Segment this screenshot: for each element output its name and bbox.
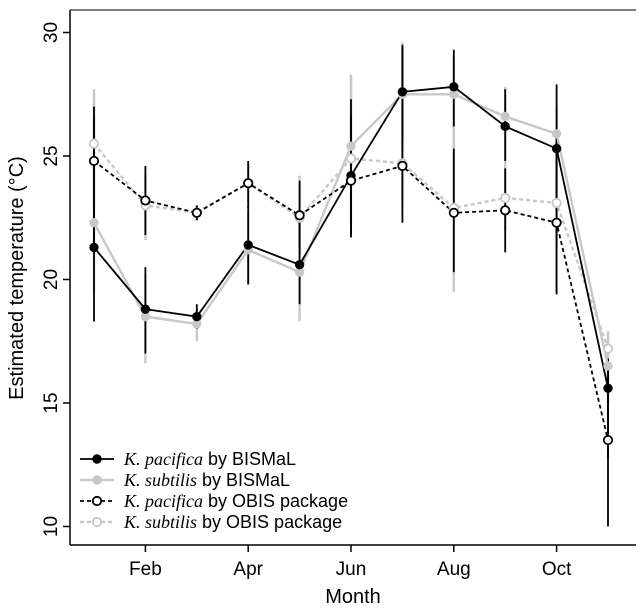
x-tick-label: Feb bbox=[129, 559, 162, 580]
legend-species-name: K. pacifica bbox=[123, 449, 203, 469]
y-tick-label: 30 bbox=[41, 22, 62, 43]
data-point bbox=[243, 178, 254, 189]
series-markers bbox=[88, 82, 614, 446]
axes: 10 15 20 25 30 Feb Apr Jun Aug Oct Month Estimated … bbox=[6, 9, 636, 608]
data-point bbox=[294, 210, 305, 221]
legend-label: K. subtilis by OBIS package bbox=[123, 512, 342, 532]
data-point bbox=[89, 242, 99, 253]
x-tick-label: Apr bbox=[233, 559, 263, 580]
data-point bbox=[140, 304, 151, 314]
legend-label: K. pacifica by OBIS package bbox=[123, 491, 348, 511]
data-point bbox=[397, 87, 408, 97]
data-point bbox=[345, 175, 357, 186]
legend-marker bbox=[92, 454, 102, 464]
data-point bbox=[88, 138, 100, 149]
legend-species-name: K. pacifica bbox=[123, 491, 203, 511]
legend-label: K. pacifica by BISMaL bbox=[123, 449, 296, 469]
y-tick-label: 25 bbox=[41, 145, 62, 166]
legend-species-name: K. subtilis bbox=[123, 512, 197, 532]
data-point bbox=[294, 259, 305, 270]
legend-label: K. subtilis by BISMaL bbox=[123, 470, 290, 490]
data-point bbox=[603, 361, 613, 371]
legend-marker bbox=[92, 475, 102, 485]
legend-source-name: by BISMaL bbox=[203, 449, 296, 469]
data-point bbox=[397, 160, 408, 171]
series-line bbox=[93, 160, 609, 441]
data-point bbox=[449, 82, 459, 92]
data-point bbox=[243, 240, 253, 250]
y-tick-label: 10 bbox=[41, 516, 62, 537]
data-point bbox=[500, 205, 511, 216]
data-point bbox=[448, 207, 459, 218]
data-point bbox=[603, 383, 613, 393]
x-tick-label: Jun bbox=[336, 559, 367, 580]
data-point bbox=[602, 343, 614, 354]
data-point bbox=[551, 197, 562, 209]
data-point bbox=[551, 129, 562, 139]
legend-marker bbox=[91, 495, 103, 507]
data-point bbox=[191, 207, 202, 218]
y-tick-label: 20 bbox=[41, 269, 62, 290]
data-point bbox=[88, 155, 100, 167]
y-axis-title: Estimated temperature (°C) bbox=[6, 156, 28, 400]
x-tick-label: Oct bbox=[542, 559, 572, 580]
data-point bbox=[345, 153, 357, 164]
legend-species-name: K. subtilis bbox=[123, 470, 197, 490]
data-point bbox=[346, 141, 356, 151]
x-tick-label: Aug bbox=[437, 559, 471, 580]
data-point bbox=[500, 111, 510, 122]
data-point bbox=[551, 143, 562, 154]
data-point bbox=[500, 192, 511, 204]
data-point bbox=[89, 217, 99, 228]
data-point bbox=[551, 217, 562, 228]
data-point bbox=[192, 311, 202, 322]
legend-source-name: by BISMaL bbox=[197, 470, 290, 490]
data-point bbox=[602, 434, 614, 446]
data-point bbox=[500, 121, 510, 132]
data-point bbox=[140, 195, 151, 206]
x-axis-title: Month bbox=[325, 586, 381, 608]
legend-marker bbox=[91, 516, 103, 528]
legend-source-name: by OBIS package bbox=[203, 491, 348, 511]
legend-source-name: by OBIS package bbox=[197, 512, 342, 532]
y-tick-label: 15 bbox=[41, 392, 62, 413]
